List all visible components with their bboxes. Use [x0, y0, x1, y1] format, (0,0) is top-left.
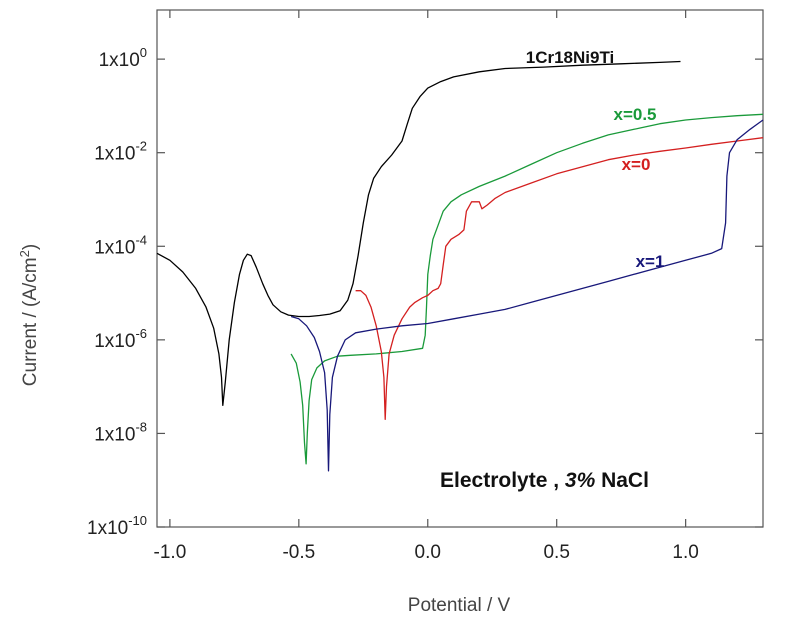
series-label: 1Cr18Ni9Ti	[526, 48, 615, 67]
y-axis-label-close: )	[20, 244, 41, 250]
y-tick-exponent: -10	[128, 513, 147, 528]
labels: -1.0 -0.5 0.0 0.5 1.01x1001x10-21x10-41x10-6…	[87, 45, 699, 563]
y-tick-mantissa: 1x10	[99, 50, 140, 71]
series-line-x=0	[355, 137, 764, 421]
y-axis-label: Current / (A/cm2)	[17, 244, 41, 386]
y-tick-label: 1x10-8	[94, 419, 147, 445]
y-tick-exponent: -6	[135, 326, 147, 341]
axes	[156, 9, 764, 528]
series-lines	[156, 60, 764, 472]
x-tick-label: -1.0	[154, 542, 187, 563]
y-tick-label: 1x10-10	[87, 513, 147, 539]
y-axis-label-main: Current / (A/cm	[20, 257, 41, 386]
y-tick-mantissa: 1x10	[94, 237, 135, 258]
y-tick-label: 1x100	[99, 45, 147, 71]
y-tick-exponent: 0	[140, 45, 147, 60]
x-tick-label: 0.5	[543, 542, 569, 563]
series-label: x=0	[622, 155, 651, 174]
x-axis-label: Potential / V	[408, 595, 511, 616]
y-tick-mantissa: 1x10	[94, 144, 135, 165]
electrolyte-annotation: Electrolyte , 3% NaCl	[440, 469, 649, 492]
x-tick-label: -0.5	[282, 542, 315, 563]
y-tick-label: 1x10-2	[94, 139, 147, 165]
x-tick-label: 1.0	[672, 542, 698, 563]
y-tick-label: 1x10-4	[94, 232, 147, 258]
x-tick-label: 0.0	[415, 542, 441, 563]
y-tick-exponent: -4	[135, 232, 147, 247]
series-label: x=1	[636, 252, 665, 271]
y-tick-mantissa: 1x10	[87, 518, 128, 539]
series-line-1Cr18Ni9Ti	[156, 60, 681, 407]
annotation-part1: Electrolyte ,	[440, 469, 565, 492]
y-tick-exponent: -8	[135, 419, 147, 434]
y-tick-mantissa: 1x10	[94, 424, 135, 445]
y-tick-mantissa: 1x10	[94, 331, 135, 352]
annotation-part3: NaCl	[595, 469, 649, 492]
plot-frame	[156, 9, 764, 528]
series-line-x=0.5	[290, 113, 764, 465]
annotation-part2: 3%	[565, 469, 596, 492]
y-tick-exponent: -2	[135, 139, 147, 154]
series-line-x=1	[290, 119, 764, 472]
y-axis-label-sup: 2	[17, 250, 32, 257]
y-tick-label: 1x10-6	[94, 326, 147, 352]
series-label: x=0.5	[613, 105, 656, 124]
